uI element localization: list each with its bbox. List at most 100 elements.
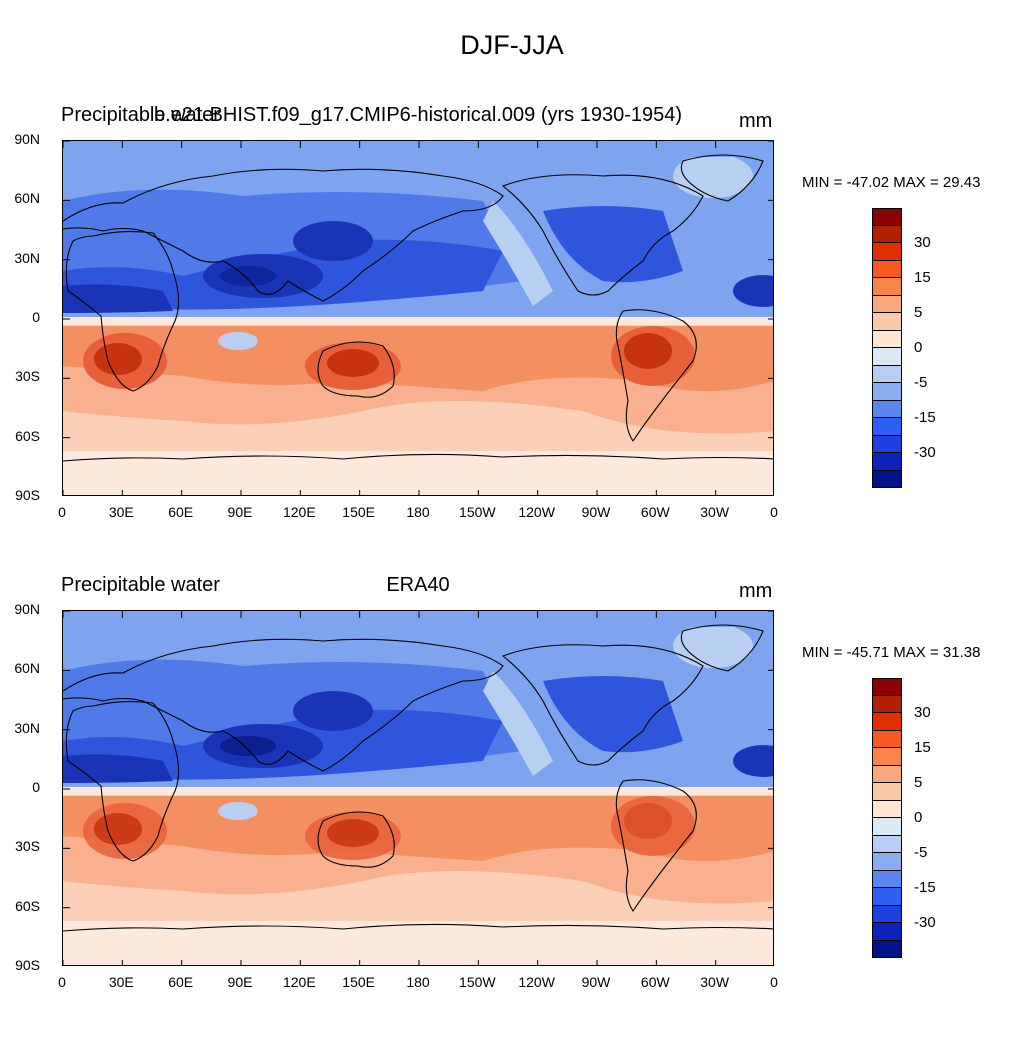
colorbar-swatch (872, 313, 902, 331)
colorbar-swatch (872, 730, 902, 748)
colorbar-tick-label: -15 (914, 879, 936, 896)
lat-tick-label: 60S (15, 897, 40, 914)
colorbar (872, 678, 902, 958)
lon-tick-label: 120W (518, 504, 555, 520)
colorbar-tick-label: -30 (914, 444, 936, 461)
colorbar-swatch (872, 225, 902, 243)
lat-tick-label: 90S (15, 487, 40, 503)
coastline-segment-6 (63, 453, 773, 462)
field-antarctic (63, 921, 773, 965)
lon-tick-label: 30E (108, 504, 134, 520)
colorbar-swatch (872, 905, 902, 923)
lon-tick-label: 0 (770, 974, 778, 990)
panel-case-title: ERA40 (386, 574, 450, 596)
lat-tick-label: 90N (14, 131, 40, 147)
colorbar-swatch (872, 470, 902, 488)
lon-tick-label: 120E (282, 504, 316, 520)
coastline-segment-3 (501, 174, 704, 296)
coastline-segment-5 (680, 154, 764, 202)
lat-tick-label: 0 (32, 779, 40, 795)
lon-tick-label: 90W (581, 974, 611, 990)
lon-tick-label: 150E (342, 974, 375, 990)
colorbar-swatch (872, 453, 902, 471)
lon-tick-label: 180 (406, 974, 430, 990)
panel-variable-title: Precipitable water (61, 104, 220, 126)
colorbar-tick-label: -5 (914, 844, 928, 861)
lon-tick-label: 150W (459, 974, 496, 990)
field-africa-max (94, 343, 142, 375)
field-eastasia-navy (293, 221, 373, 261)
colorbar-swatch (872, 330, 902, 348)
field-tropical-navy-west (63, 754, 173, 783)
field-samerica-core (611, 796, 695, 856)
colorbar-swatch (872, 295, 902, 313)
field-indian-blob (218, 332, 258, 350)
lat-tick-label: 90S (15, 957, 40, 973)
colorbar-swatch (872, 940, 902, 958)
lon-tick-label: 180 (406, 504, 430, 520)
field-samerica-max (624, 333, 672, 369)
colorbar-swatch (872, 365, 902, 383)
map-plot (62, 610, 774, 966)
lon-tick-label: 60E (168, 974, 194, 990)
colorbar-swatch (872, 243, 902, 261)
map-panel-model: Precipitable water b.e21.BHIST.f09_g17.C… (0, 104, 1024, 574)
colorbar-tick-label: -5 (914, 374, 928, 391)
lat-tick-label: 60N (14, 190, 40, 207)
colorbar-tick-label: 0 (914, 809, 923, 826)
field-greenland (673, 624, 753, 668)
colorbar-swatch (872, 678, 902, 696)
coastline-segment-4 (615, 779, 697, 912)
lon-tick-label: 120W (518, 974, 555, 990)
colorbar-swatch (872, 418, 902, 436)
field-asia-deep (220, 736, 276, 756)
field-australia-max (327, 819, 379, 847)
lat-tick-label: 30N (14, 249, 40, 266)
field-asia-deep (220, 266, 276, 286)
lat-tick-label: 30N (14, 719, 40, 736)
panel-minmax: MIN = -45.71 MAX = 31.38 (802, 644, 981, 661)
colorbar-swatch (872, 783, 902, 801)
lat-tick-label: 60S (15, 427, 40, 444)
colorbar-swatch (872, 400, 902, 418)
coastline-segment-1 (63, 168, 504, 302)
field-tropical-navy-west (63, 284, 173, 313)
colorbar-swatch (872, 748, 902, 766)
field-indian-blob (218, 802, 258, 820)
map-plot (62, 140, 774, 496)
coastline-segment-1 (63, 638, 504, 772)
colorbar-tick-label: -15 (914, 409, 936, 426)
colorbar-tick-label: 5 (914, 304, 923, 321)
colorbar-swatch (872, 818, 902, 836)
lat-tick-label: 0 (32, 309, 40, 325)
map-ticks (63, 141, 773, 495)
field-atlantic-navy (733, 275, 773, 307)
colorbar-swatch (872, 383, 902, 401)
colorbar-swatch (872, 695, 902, 713)
colorbar-swatch (872, 835, 902, 853)
lon-tick-label: 60E (168, 504, 194, 520)
colorbar-swatch (872, 870, 902, 888)
panel-minmax: MIN = -47.02 MAX = 29.43 (802, 174, 981, 191)
map-ticks (63, 611, 773, 965)
field-eastasia-navy (293, 691, 373, 731)
coastlines (63, 154, 773, 462)
colorbar (872, 208, 902, 488)
map-panel-obs: Precipitable water ERA40 mm MIN = -45.71… (0, 574, 1024, 1044)
panel-units: mm (739, 580, 773, 602)
colorbar-tick-label: 5 (914, 774, 923, 791)
panel-variable-title: Precipitable water (61, 574, 220, 596)
field-namerica-blue (543, 206, 683, 283)
contour-map (63, 611, 773, 965)
lon-tick-label: 90W (581, 504, 611, 520)
colorbar-swatch (872, 435, 902, 453)
field-samerica-max (624, 803, 672, 839)
colorbar-tick-label: 15 (914, 739, 931, 756)
lon-tick-label: 150E (342, 504, 375, 520)
lon-tick-label: 0 (770, 504, 778, 520)
lon-tick-label: 30E (108, 974, 134, 990)
colorbar-swatch (872, 208, 902, 226)
coastline-segment-4 (615, 309, 697, 442)
coastline-segment-6 (63, 923, 773, 932)
field-antarctic (63, 451, 773, 495)
